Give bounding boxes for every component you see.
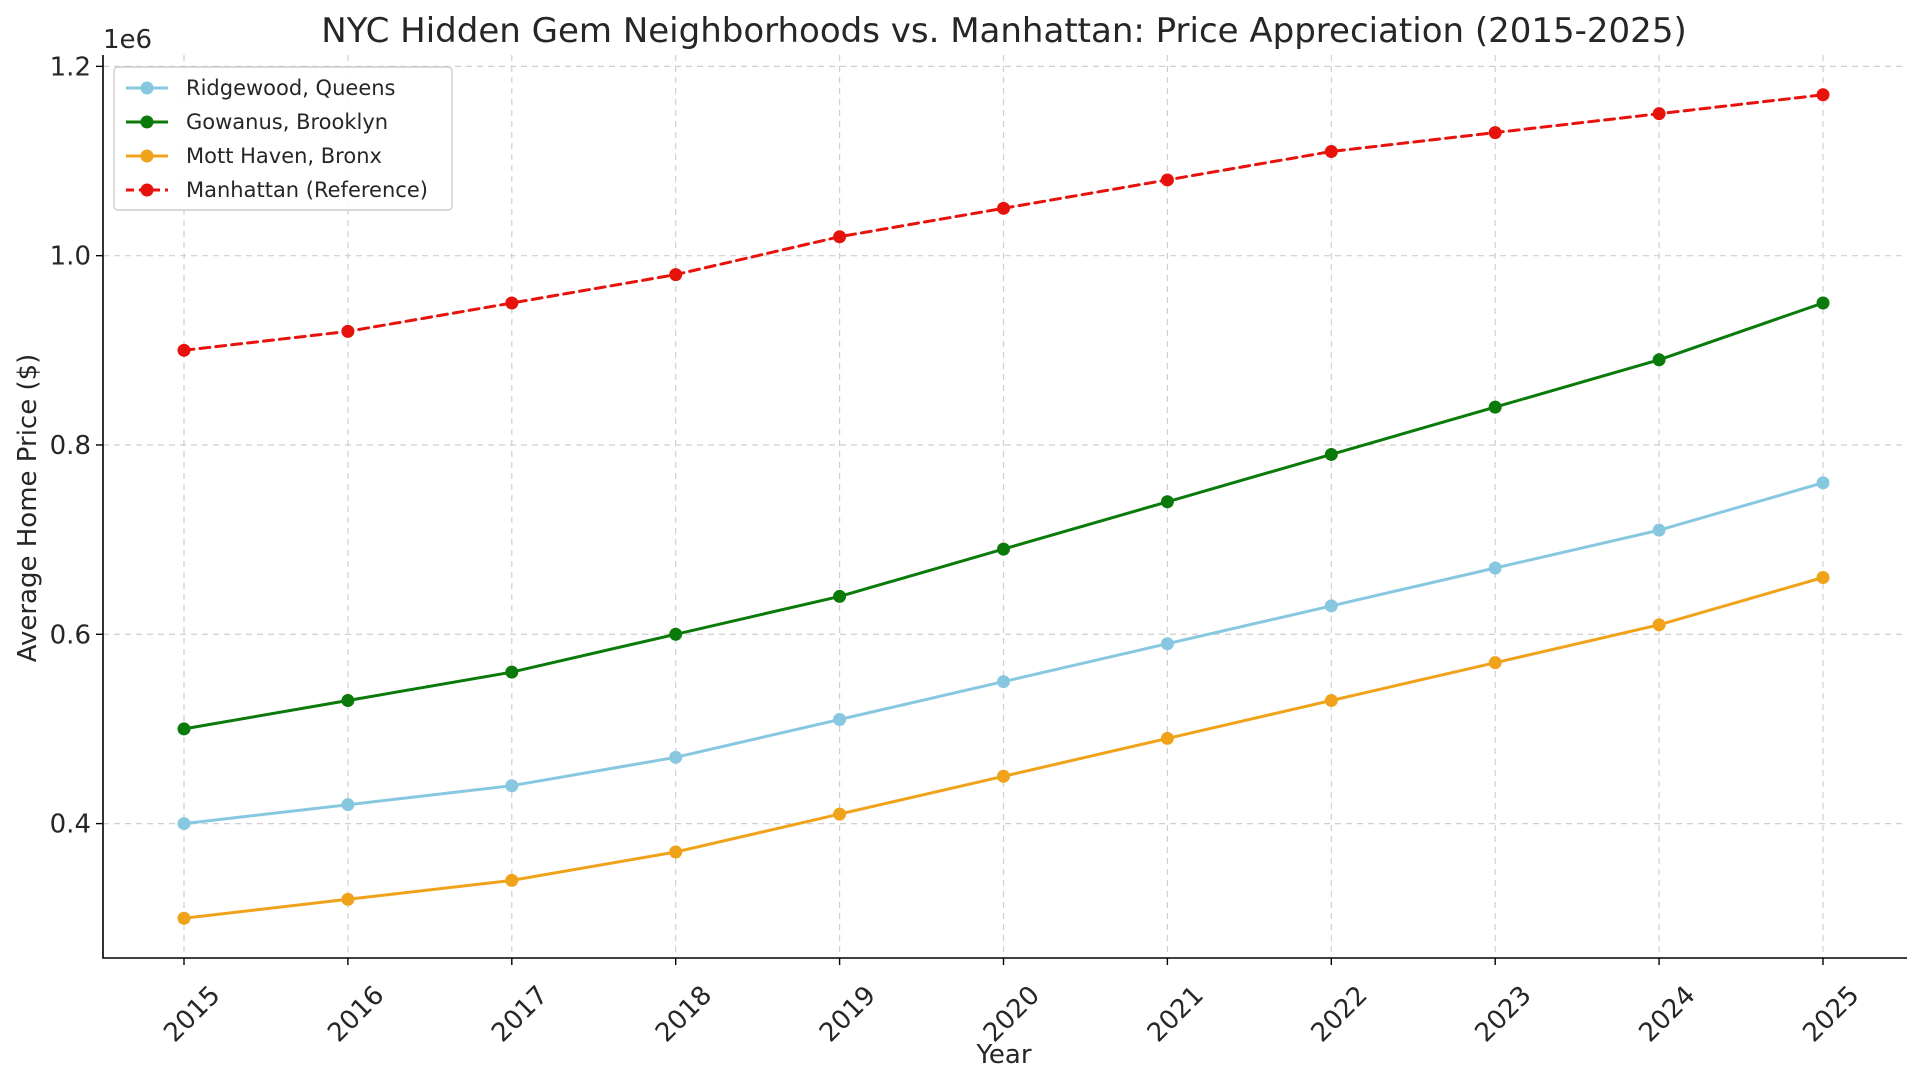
data-point — [341, 892, 355, 906]
series-layer — [177, 88, 1830, 925]
legend-item: Manhattan (Reference) — [126, 178, 428, 202]
data-point — [1816, 296, 1830, 310]
y-axis-ticks: 0.4 0.6 0.8 1.0 1.2 — [50, 52, 103, 840]
legend-item: Ridgewood, Queens — [126, 76, 396, 100]
legend-label: Gowanus, Brooklyn — [186, 110, 388, 134]
x-tick-label: 2015 — [158, 980, 226, 1048]
data-point — [1816, 88, 1830, 102]
data-point — [1324, 145, 1338, 159]
data-point — [505, 296, 519, 310]
data-point — [833, 807, 847, 821]
chart-title: NYC Hidden Gem Neighborhoods vs. Manhatt… — [321, 11, 1686, 51]
series-1 — [177, 296, 1830, 736]
data-point — [997, 201, 1010, 215]
x-tick-label: 2020 — [978, 980, 1046, 1048]
axes-spine — [102, 55, 1907, 959]
data-point — [1652, 353, 1666, 367]
data-point — [1652, 523, 1666, 537]
data-point — [997, 542, 1010, 556]
data-point — [833, 230, 847, 244]
series-2 — [177, 570, 1830, 925]
data-point — [669, 750, 683, 764]
data-point — [341, 798, 355, 812]
data-point — [1324, 447, 1338, 461]
data-point — [1488, 656, 1502, 670]
series-3 — [177, 88, 1830, 357]
legend-marker — [140, 149, 154, 163]
x-tick-label: 2017 — [486, 980, 554, 1048]
legend-marker — [140, 115, 154, 129]
data-point — [177, 911, 191, 925]
legend-item: Mott Haven, Bronx — [126, 144, 382, 168]
y-tick-label: 0.6 — [50, 620, 91, 650]
data-point — [505, 873, 519, 887]
y-tick-label: 1.2 — [50, 52, 91, 82]
data-point — [1816, 570, 1830, 584]
legend-item: Gowanus, Brooklyn — [126, 110, 388, 134]
data-point — [505, 665, 519, 679]
legend-marker — [140, 81, 154, 95]
y-axis-label: Average Home Price ($) — [13, 354, 43, 663]
data-point — [833, 712, 847, 726]
x-tick-label: 2023 — [1470, 980, 1538, 1048]
data-point — [1488, 561, 1502, 575]
data-point — [177, 343, 191, 357]
data-point — [1488, 126, 1502, 140]
x-tick-label: 2021 — [1142, 980, 1210, 1048]
x-tick-label: 2025 — [1797, 980, 1865, 1048]
y-tick-label: 1.0 — [50, 242, 91, 272]
data-point — [669, 627, 683, 641]
x-tick-label: 2016 — [322, 980, 390, 1048]
data-point — [1160, 173, 1174, 187]
data-point — [341, 324, 355, 338]
data-point — [1160, 495, 1174, 509]
legend: Ridgewood, Queens Gowanus, Brooklyn Mott H… — [113, 66, 453, 211]
axes — [102, 55, 1907, 959]
x-tick-label: 2019 — [814, 980, 882, 1048]
data-point — [1488, 400, 1502, 414]
legend-label: Ridgewood, Queens — [186, 76, 396, 100]
data-point — [669, 845, 683, 859]
data-point — [1160, 637, 1174, 651]
data-point — [997, 675, 1010, 689]
data-point — [1652, 107, 1666, 121]
data-point — [177, 817, 191, 831]
legend-label: Manhattan (Reference) — [186, 178, 428, 202]
data-point — [669, 268, 683, 282]
y-tick-label: 0.8 — [50, 431, 91, 461]
data-point — [341, 694, 355, 708]
x-tick-label: 2018 — [650, 980, 718, 1048]
y-tick-label: 0.4 — [50, 810, 91, 840]
series-0 — [177, 476, 1830, 831]
data-point — [505, 779, 519, 793]
legend-label: Mott Haven, Bronx — [186, 144, 382, 168]
x-axis-ticks: 2015 2016 2017 2018 2019 2020 2021 2022 2023 2024… — [158, 958, 1865, 1048]
x-axis-label: Year — [975, 1040, 1031, 1070]
data-point — [1324, 694, 1338, 708]
x-tick-label: 2024 — [1633, 980, 1701, 1048]
data-point — [177, 722, 191, 736]
legend-marker — [140, 183, 154, 197]
y-axis-scale-label: 1e6 — [103, 25, 152, 55]
data-point — [1816, 476, 1830, 490]
data-point — [1160, 731, 1174, 745]
data-point — [833, 589, 847, 603]
data-point — [1324, 599, 1338, 613]
x-tick-label: 2022 — [1306, 980, 1374, 1048]
data-point — [1652, 618, 1666, 632]
data-point — [997, 769, 1010, 783]
legend-box — [113, 66, 453, 211]
